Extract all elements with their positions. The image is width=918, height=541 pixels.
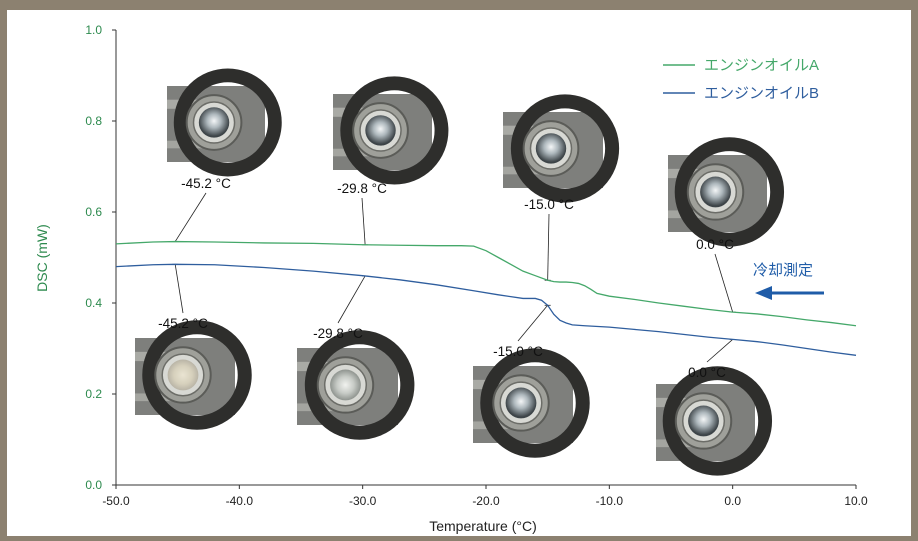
x-axis-title: Temperature (°C) [429,518,537,534]
x-tick-label: 0.0 [724,494,741,508]
x-tick-label: -30.0 [349,494,377,508]
annotation-label-top: 0.0 °C [696,237,734,252]
y-tick-label: 0.8 [85,114,102,128]
annotation-label-bottom: 0.0 °C [688,365,726,380]
sample-photo [656,366,773,476]
x-tick-label: -40.0 [226,494,254,508]
annotation-leader [361,197,366,245]
y-tick-label: 0.6 [85,205,102,219]
sample-photo [503,94,620,203]
sample-photos [135,68,785,476]
x-tick-label: -10.0 [596,494,624,508]
annotation-leader [174,264,184,314]
y-tick-label: 1.0 [85,23,102,37]
annotation-leaders [172,192,736,363]
x-tick-label: -20.0 [472,494,500,508]
sample-photo [297,330,415,440]
annotation-label-top: -15.0 °C [524,197,574,212]
annotation-label-bottom: -15.0 °C [493,344,543,359]
annotation-labels: -45.2 °C -29.8 °C -15.0 °C 0.0 °C -45.2 °C -2… [158,176,734,380]
annotation-leader [706,339,733,363]
annotation-leader [337,275,366,324]
sample-photo [668,137,785,247]
arrow-label: 冷却測定 [753,262,813,279]
y-ticks: 0.0 0.2 0.4 0.6 0.8 1.0 [85,23,116,492]
sample-photo [167,68,282,177]
x-tick-label: -50.0 [102,494,130,508]
sample-photo [135,320,252,430]
x-ticks: -50.0 -40.0 -30.0 -20.0 -10.0 0.0 10.0 [102,485,868,508]
annotation-label-top: -45.2 °C [181,176,231,191]
legend-label-a: エンジンオイルA [704,57,819,74]
axes: -50.0 -40.0 -30.0 -20.0 -10.0 0.0 10.0 0.00.20… [34,23,868,534]
annotation-leader [714,253,734,313]
x-tick-label: 10.0 [844,494,868,508]
cooling-arrow: 冷却測定 [753,262,824,300]
annotation-label-bottom: -29.8 °C [313,326,363,341]
legend: エンジンオイルA エンジンオイルB [663,57,819,102]
annotation-label-top: -29.8 °C [337,181,387,196]
series-layer [115,240,857,356]
sample-photo [473,348,590,458]
y-tick-label: 0.2 [85,387,102,401]
legend-label-b: エンジンオイルB [704,85,819,102]
series-line-b [115,263,857,356]
arrow-head [755,286,772,300]
annotation-leader [517,305,548,342]
annotation-label-bottom: -45.2 °C [158,316,208,331]
y-tick-label: 0.4 [85,296,102,310]
y-axis-title: DSC (mW) [34,224,50,292]
sample-photo [333,76,449,185]
annotation-leader [174,192,207,242]
y-tick-label: 0.0 [85,478,102,492]
annotation-leader [547,213,550,281]
series-line-a [115,240,857,327]
